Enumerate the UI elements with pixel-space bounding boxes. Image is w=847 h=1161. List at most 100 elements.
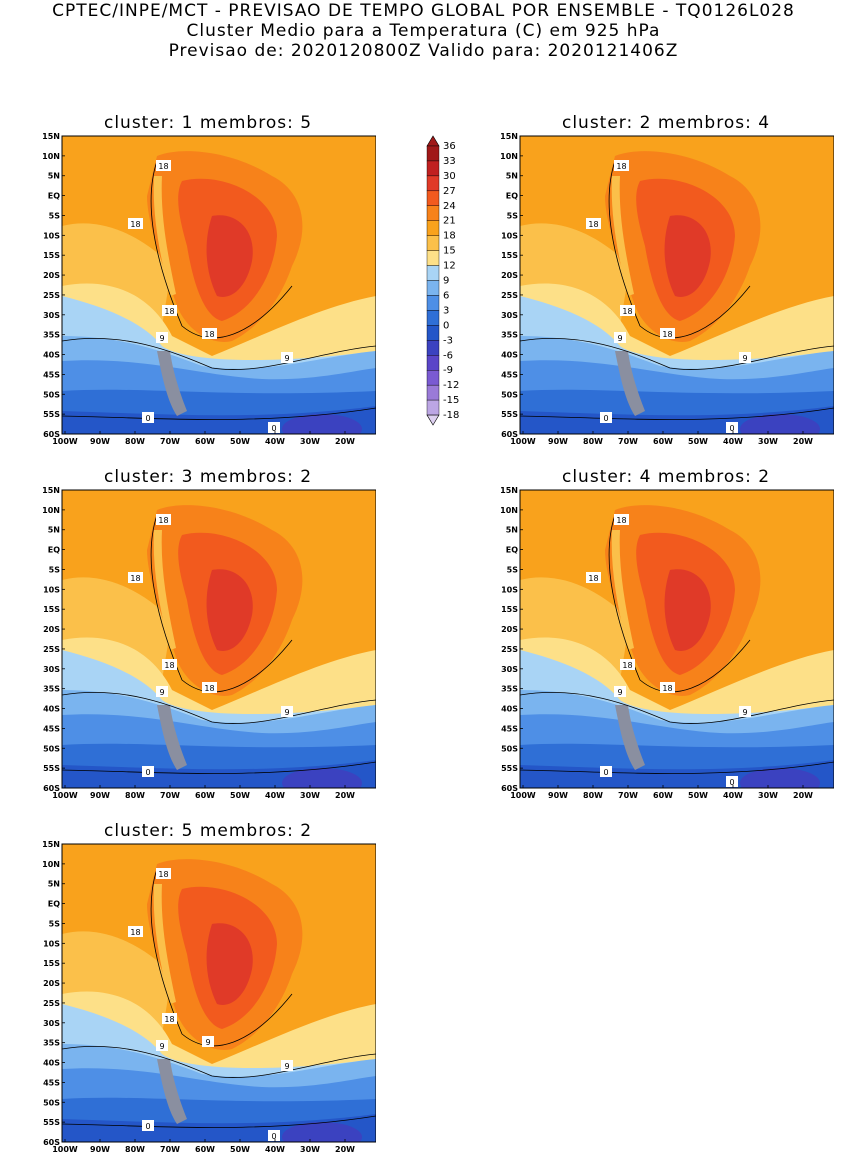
lat-label: EQ [506,192,518,201]
lon-label: 40W [723,791,743,800]
contour-0 [62,1115,376,1128]
contour-label: 0 [726,776,738,787]
contour-9 [62,337,376,370]
lon-label: 30W [300,791,320,800]
contour-label: 9 [281,706,293,717]
lat-label: 50S [501,390,518,399]
contour-label-text: 9 [284,708,289,717]
lat-label: 50S [43,744,60,753]
contour-label: 18 [162,659,177,670]
contour-label: 18 [586,572,601,583]
contour-label-text: 18 [158,162,168,171]
legend-swatch [426,325,440,341]
contour-9 [520,337,834,370]
lat-label: 15S [501,605,518,614]
contour-9 [62,1045,376,1078]
contour-label-box [128,572,143,583]
lon-label: 90W [548,437,568,446]
lat-label: 20S [501,271,518,280]
contour-label: 18 [156,514,171,525]
lon-label: 20W [335,791,355,800]
lon-label: 60W [653,791,673,800]
band-3 [62,743,376,770]
contour-label: 18 [620,305,635,316]
panel-title: cluster: 2 membros: 4 [561,113,771,133]
contour-label-text: 9 [742,708,747,717]
contour-label-box [142,766,154,777]
contour-label-box [726,776,738,787]
legend-swatch [426,280,440,296]
lat-label: 25S [43,291,60,300]
temperature-map: 18 18 18 18 9 9 0 0 15N 10N 5N EQ 5S 10S 15S 20S 25S 30S 3… [42,133,376,446]
map-frame [61,135,376,435]
contour-label-text: 9 [159,688,164,697]
lat-label: 60S [43,784,60,793]
contour-label: 0 [600,766,612,777]
lat-label: 35S [501,331,518,340]
lon-label: 90W [548,791,568,800]
contour-label-box [614,514,629,525]
lat-label: 55S [501,410,518,419]
contour-label-text: 18 [164,661,174,670]
contour-label-text: 18 [164,1015,174,1024]
lat-label: 5N [48,526,60,535]
continent-30 [664,215,711,297]
contour-label-box [281,706,293,717]
lat-label: 60S [501,784,518,793]
header-line-2: Cluster Medio para a Temperatura (C) em … [186,21,661,41]
band-3 [62,1097,376,1124]
legend-swatch [426,399,440,416]
contour-label: 18 [660,328,675,339]
contour-label-box [586,218,601,229]
andes-ridge [611,530,634,650]
legend-swatch [426,370,440,386]
band-minus3 [282,414,362,434]
lon-label: 100W [52,791,78,800]
band-minus3 [282,768,362,788]
lat-label: 45S [43,370,60,379]
lat-label: 15N [42,841,60,849]
contour-label-text: 18 [204,330,214,339]
legend-label: 12 [443,261,456,272]
legend-label: 15 [443,246,456,257]
continent-30 [664,569,711,651]
lat-label: 50S [43,390,60,399]
contour-label: 0 [726,422,738,433]
lat-label: 40S [501,705,518,714]
contour-label-box [739,352,751,363]
contour-label: 18 [614,160,629,171]
contour-label: 9 [156,332,168,343]
contour-0 [520,761,834,774]
lon-label: 40W [265,437,285,446]
map-fill: 18 18 18 18 9 9 0 0 [62,136,376,434]
contour-18 [150,160,293,339]
contour-label-box [620,305,635,316]
contour-label-box [726,422,738,433]
map-panel-cluster-1: cluster: 1 membros: 5 18 18 18 18 9 9 0 0 15N 10N… [40,113,376,453]
legend-label: -9 [443,365,453,376]
patagonia-outline [615,705,645,770]
map-frame [519,135,834,435]
contour-label-box [156,1040,168,1051]
contour-label-text: 18 [662,330,672,339]
contour-label: 18 [128,572,143,583]
lon-label: 70W [160,1145,180,1154]
lat-label: 5S [507,565,519,574]
legend-swatch [426,355,440,371]
lat-label: 55S [43,764,60,773]
lat-label: EQ [506,546,518,555]
contour-label: 18 [162,305,177,316]
band-3 [62,389,376,416]
contour-label-box [162,1013,177,1024]
contour-label: 18 [202,682,217,693]
lat-label: 5N [506,172,518,181]
contour-label-text: 9 [205,1038,210,1047]
lon-label: 100W [52,1145,78,1154]
legend-swatch [426,310,440,326]
andes-ridge [153,530,176,650]
contour-0 [520,407,834,420]
contour-label-text: 9 [617,334,622,343]
lon-label: 80W [125,437,145,446]
andes-ridge [153,884,176,1004]
